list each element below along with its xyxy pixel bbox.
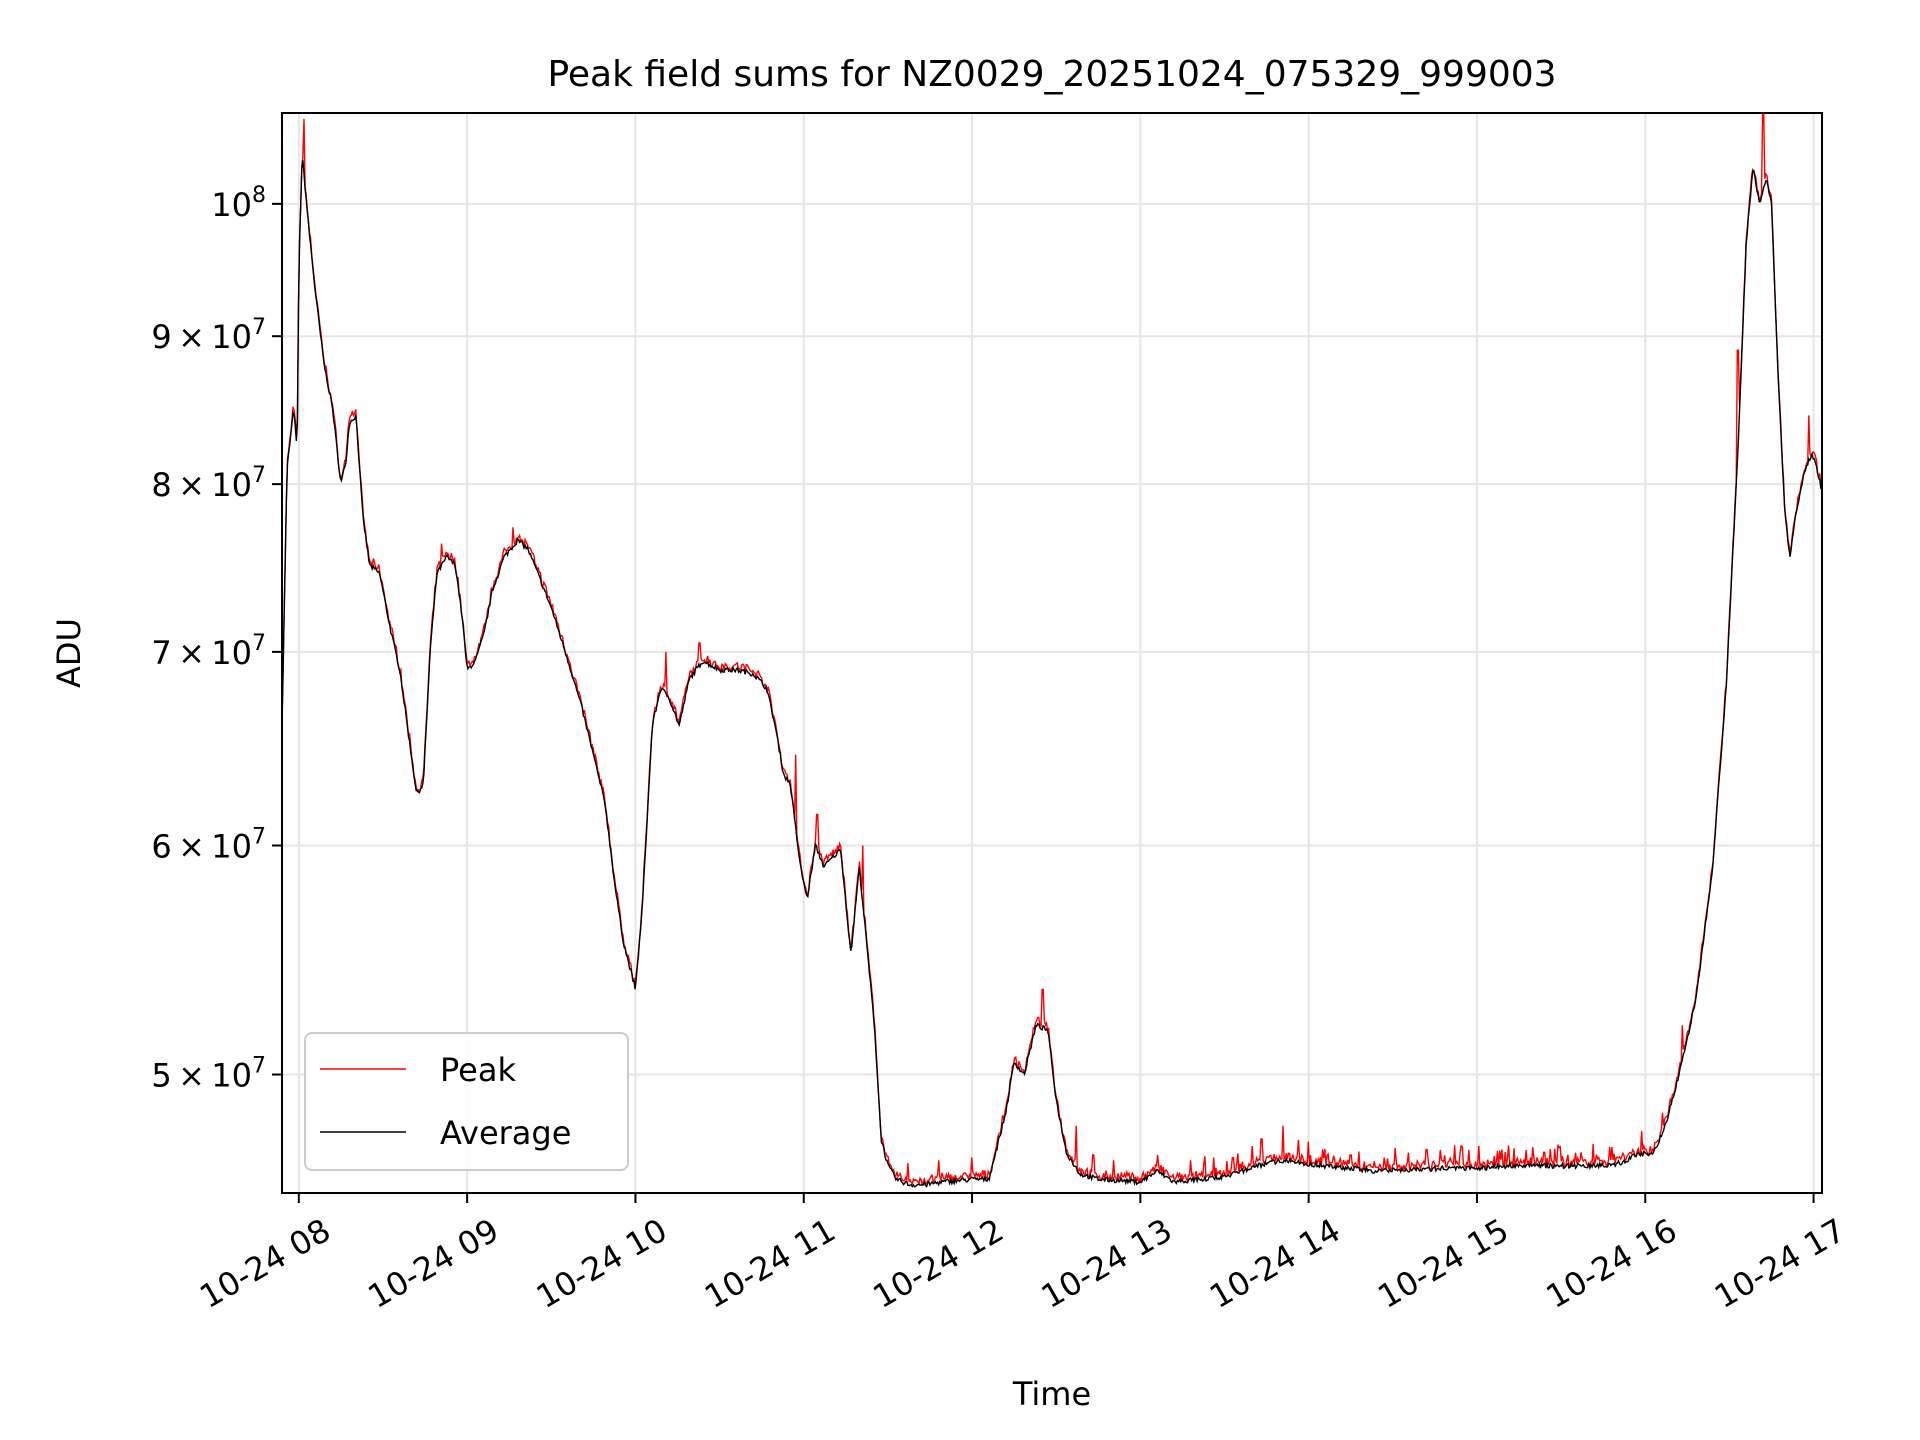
series-line-average <box>282 160 1822 1188</box>
x-tick-label: 10-24 11 <box>698 1211 842 1316</box>
y-tick-label: 9 × 107 <box>151 315 266 356</box>
y-tick-label: 6 × 107 <box>151 825 266 866</box>
x-tick-label: 10-24 13 <box>1035 1211 1179 1316</box>
chart-title: Peak field sums for NZ0029_20251024_0753… <box>547 54 1556 95</box>
legend: Peak Average <box>304 1032 629 1171</box>
y-axis-label: ADU <box>50 618 88 688</box>
x-tick-label: 10-24 08 <box>193 1211 337 1316</box>
x-tick-label: 10-24 16 <box>1540 1211 1684 1316</box>
series-line-peak <box>282 113 1822 1187</box>
x-tick-label: 10-24 14 <box>1203 1211 1347 1316</box>
x-tick-label: 10-24 10 <box>530 1211 674 1316</box>
x-axis-label: Time <box>1012 1375 1091 1413</box>
y-axis: 5 × 107 6 × 107 7 × 107 8 × 107 9 × 107 108 <box>151 183 282 1095</box>
x-axis: 10-24 08 10-24 09 10-24 10 10-24 11 10-24 12… <box>193 1193 1852 1316</box>
y-tick-label: 108 <box>211 183 266 224</box>
x-tick-label: 10-24 15 <box>1371 1211 1515 1316</box>
x-tick-label: 10-24 17 <box>1708 1211 1852 1316</box>
legend-box <box>304 1032 629 1171</box>
grid <box>282 113 1822 1193</box>
plot-area-frame <box>281 112 1823 1194</box>
y-tick-label: 5 × 107 <box>151 1054 266 1095</box>
x-tick-label: 10-24 12 <box>866 1211 1010 1316</box>
x-tick-label: 10-24 09 <box>362 1211 506 1316</box>
legend-average-label: Average <box>440 1114 571 1152</box>
series-layer <box>282 113 1822 1188</box>
y-tick-label: 7 × 107 <box>151 631 266 672</box>
legend-peak-label: Peak <box>440 1051 516 1089</box>
y-tick-label: 8 × 107 <box>151 463 266 504</box>
